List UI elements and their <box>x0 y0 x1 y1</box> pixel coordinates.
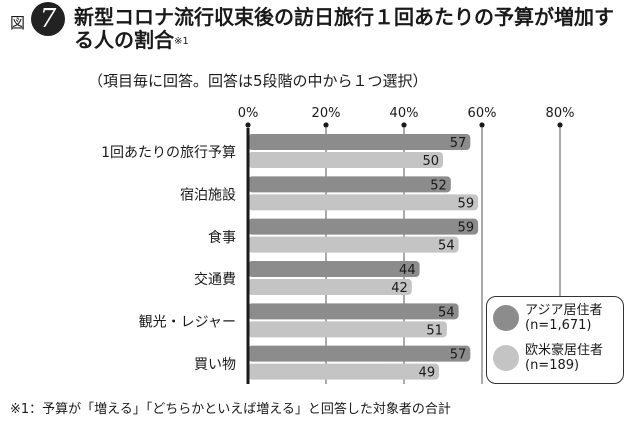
value-label-1-1: 59 <box>458 196 475 211</box>
tick-dot-0 <box>245 122 251 128</box>
bar-0-3 <box>248 261 420 277</box>
chart-subtitle: （項目毎に回答。回答は5段階の中から１つ選択） <box>88 72 428 90</box>
legend-label-asia: アジア居住者 (n=1,671) <box>525 303 602 333</box>
figure-number-badge: 7 <box>31 2 65 36</box>
value-label-0-5: 57 <box>450 348 467 363</box>
legend-sub-asia: (n=1,671) <box>525 318 592 333</box>
bar-1-5 <box>248 363 440 380</box>
category-label-2: 食事 <box>208 229 236 246</box>
x-tick-label-2: 40% <box>390 106 419 121</box>
category-label-4: 観光・レジャー <box>139 314 236 331</box>
bar-0-4 <box>248 303 459 320</box>
title-note-mark: ※1 <box>174 36 189 47</box>
x-tick-label-1: 20% <box>312 106 341 121</box>
bar-1-1 <box>248 194 479 211</box>
footnote: ※1：予算が「増える」「どちらかといえば増える」と回答した対象者の合計 <box>10 402 451 417</box>
legend-swatch-west <box>493 345 519 371</box>
bar-1-3 <box>248 279 412 295</box>
x-tick-label-0: 0% <box>238 106 259 121</box>
value-label-0-3: 44 <box>399 263 416 278</box>
legend-name-west: 欧米豪居住者 <box>525 343 604 358</box>
value-label-0-1: 52 <box>430 178 447 193</box>
legend-item-asia: アジア居住者 (n=1,671) <box>493 303 602 333</box>
legend-label-west: 欧米豪居住者 (n=189) <box>525 343 603 373</box>
category-label-5: 買い物 <box>194 357 236 373</box>
chart-legend: アジア居住者 (n=1,671) 欧米豪居住者 (n=189) <box>486 296 624 384</box>
category-label-1: 宿泊施設 <box>180 187 236 204</box>
legend-sub-west: (n=189) <box>525 358 580 373</box>
bar-0-2 <box>248 218 479 235</box>
legend-name-asia: アジア居住者 <box>525 303 603 318</box>
x-tick-label-3: 60% <box>468 106 497 121</box>
tick-dot-2 <box>401 122 407 128</box>
value-label-1-0: 50 <box>422 154 439 169</box>
legend-swatch-asia <box>493 305 519 331</box>
value-label-1-2: 54 <box>438 239 455 254</box>
value-label-1-5: 49 <box>419 366 436 381</box>
tick-dot-4 <box>557 122 563 128</box>
bar-1-0 <box>248 152 443 168</box>
value-label-0-2: 59 <box>458 221 475 236</box>
bar-0-5 <box>248 345 471 362</box>
category-label-3: 交通費 <box>194 271 236 288</box>
value-label-1-4: 51 <box>426 323 443 338</box>
bar-0-0 <box>248 134 471 150</box>
chart-title: 新型コロナ流行収束後の訪日旅行１回あたりの予算が増加する人の割合※1 <box>74 6 629 52</box>
x-tick-label-4: 80% <box>546 106 575 121</box>
bar-1-4 <box>248 321 447 338</box>
value-label-0-0: 57 <box>450 136 467 151</box>
value-label-0-4: 54 <box>438 305 455 320</box>
bar-0-1 <box>248 176 451 193</box>
tick-dot-3 <box>479 122 485 128</box>
legend-item-west: 欧米豪居住者 (n=189) <box>493 343 603 373</box>
figure-label: 図 <box>10 14 26 32</box>
tick-dot-1 <box>323 122 329 128</box>
bar-1-2 <box>248 236 459 253</box>
chart-title-text: 新型コロナ流行収束後の訪日旅行１回あたりの予算が増加する人の割合 <box>74 5 614 52</box>
category-label-0: 1回あたりの旅行予算 <box>101 145 236 161</box>
value-label-1-3: 42 <box>391 281 408 296</box>
